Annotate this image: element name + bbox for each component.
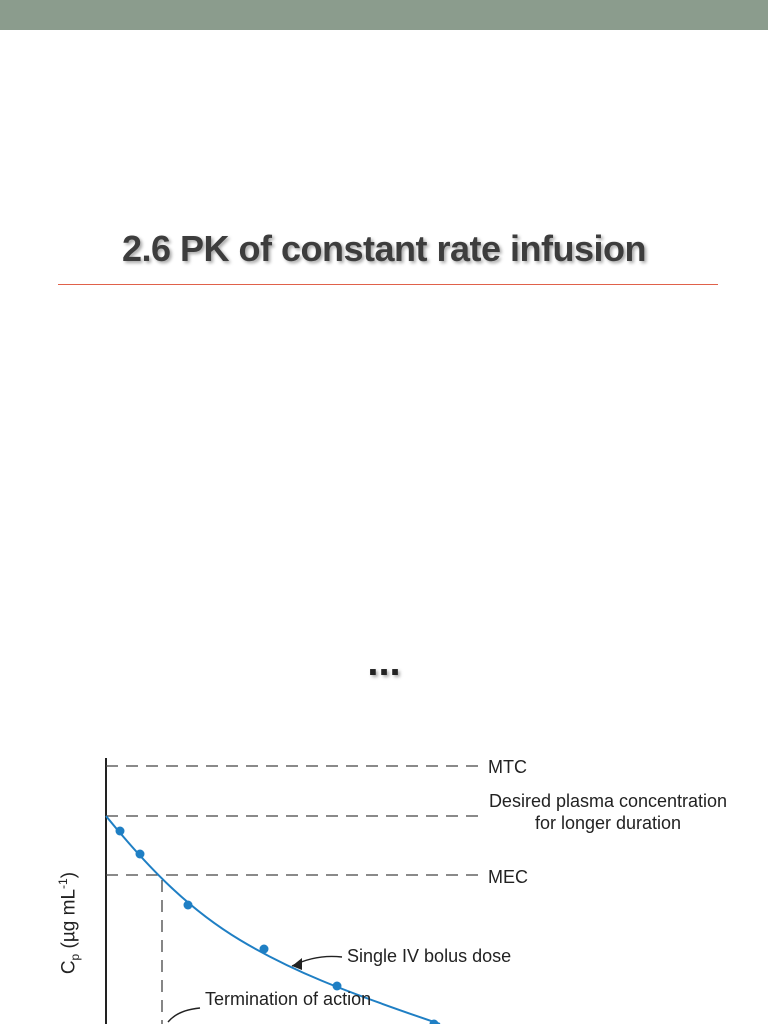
top-bar (0, 0, 768, 30)
mtc-label: MTC (488, 757, 527, 777)
data-point (429, 1019, 439, 1024)
pk-figure: Cp (µg mL-1) MTC Desired plasma concentr… (40, 740, 740, 1024)
ellipsis-text: ... (367, 640, 401, 684)
data-point (115, 826, 125, 836)
data-point (183, 900, 193, 910)
y-axis-label: Cp (µg mL-1) (56, 871, 83, 975)
mec-label: MEC (488, 867, 528, 887)
bolus-curve (105, 815, 441, 1024)
desired-label: Desired plasma concentration for longer … (488, 791, 728, 833)
data-point (259, 944, 269, 954)
bolus-label: Single IV bolus dose (347, 946, 512, 966)
data-point (135, 849, 145, 859)
slide-title: 2.6 PK of constant rate infusion (121, 228, 647, 269)
data-point (332, 981, 342, 991)
title-divider (58, 284, 718, 285)
termination-label: Termination of action (205, 989, 372, 1009)
pk-chart-svg (105, 758, 480, 1024)
termination-arrow (167, 1007, 201, 1023)
bolus-arrowhead-icon (292, 958, 302, 970)
